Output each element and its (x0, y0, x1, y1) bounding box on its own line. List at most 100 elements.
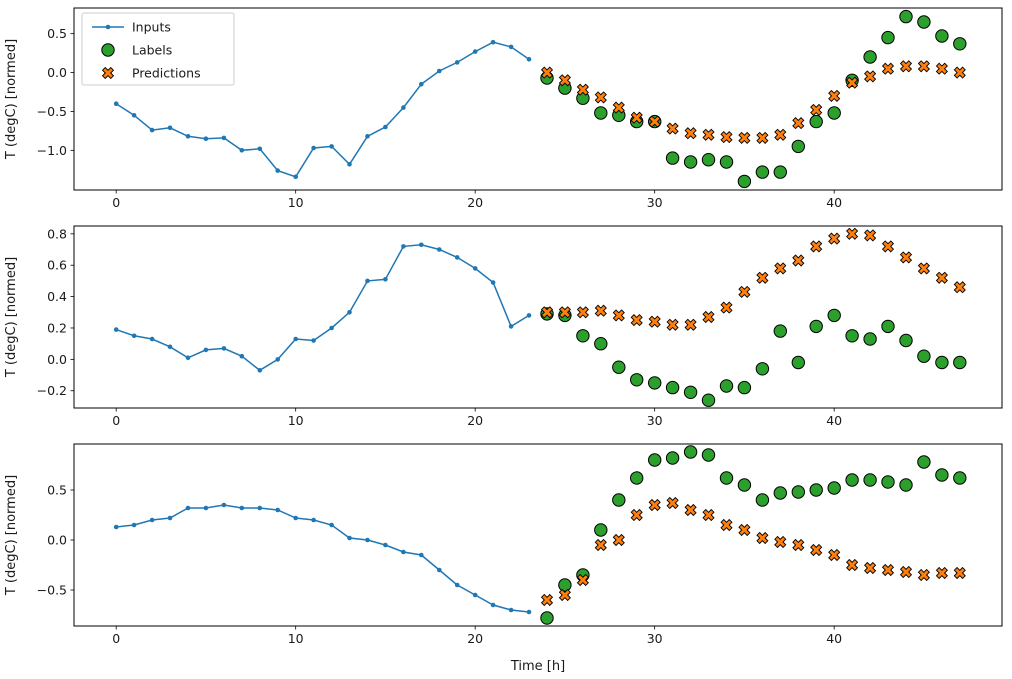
input-point-marker (526, 313, 532, 318)
prediction-x-marker (540, 66, 554, 79)
prediction-x-marker (864, 229, 877, 242)
prediction-x-marker (774, 535, 787, 549)
y-tick-label: −0.5 (37, 583, 67, 598)
label-circle-marker (791, 139, 805, 154)
x-tick-label: 20 (467, 195, 483, 210)
label-circle-marker (540, 611, 554, 625)
label-circle-marker (773, 486, 787, 500)
prediction-x-marker (828, 548, 841, 562)
label-circle-marker (719, 379, 734, 393)
input-point-marker (419, 81, 424, 87)
input-point-marker (437, 567, 442, 573)
prediction-x-marker (648, 315, 661, 328)
label-circle-marker (648, 453, 662, 467)
input-point-marker (419, 242, 424, 248)
label-circle-marker (791, 485, 805, 499)
label-circle-marker (755, 493, 770, 507)
input-point-marker (526, 609, 532, 615)
label-circle-marker (935, 29, 949, 43)
input-point-marker (221, 346, 227, 351)
label-circle-marker (809, 483, 823, 497)
subplot-1-canvas: 0 10 20 30 40 0.5 0.0 −0.5 −1.0 T (degC) [normed]… (4, 7, 1003, 210)
labels-series (540, 445, 967, 625)
label-circle-marker (845, 473, 859, 487)
prediction-x-marker (935, 566, 948, 580)
input-point-marker (221, 135, 227, 141)
prediction-x-marker (953, 566, 966, 580)
x-tick-label: 0 (112, 413, 120, 428)
axes-frame (73, 443, 1003, 627)
label-circle-marker (576, 329, 590, 343)
label-circle-marker (899, 333, 913, 348)
input-point-marker (401, 244, 406, 249)
x-tick-label: 10 (288, 413, 304, 428)
prediction-x-marker (612, 533, 625, 547)
x-axis-label: Time [h] (510, 659, 565, 674)
label-circle-marker (953, 37, 967, 51)
input-point-marker (365, 278, 370, 284)
legend-labels-circle-icon (101, 43, 115, 57)
prediction-x-marker (881, 62, 895, 75)
label-circle-marker (737, 174, 752, 189)
prediction-x-marker (810, 103, 823, 116)
input-point-marker (526, 57, 532, 62)
label-circle-marker (594, 523, 608, 537)
prediction-x-marker (899, 251, 913, 264)
x-tick-label: 0 (112, 195, 120, 210)
prediction-x-marker (612, 309, 625, 322)
prediction-x-marker (702, 310, 715, 324)
label-circle-marker (809, 114, 823, 129)
input-point-marker (472, 266, 478, 271)
prediction-x-marker (720, 131, 733, 144)
subplot-1: 0 10 20 30 40 0.5 0.0 −0.5 −1.0 T (degC) [normed]… (0, 0, 1012, 218)
prediction-x-marker (917, 60, 930, 73)
input-point-marker (239, 505, 245, 511)
input-point-marker (131, 113, 137, 118)
input-point-marker (329, 144, 334, 149)
prediction-x-marker (864, 561, 877, 575)
subplot-3: 0 10 20 30 40 0.5 0.0 −0.5 T (degC) [normed] Time… (0, 436, 1012, 679)
predictions-series (540, 60, 966, 144)
input-point-marker (365, 134, 370, 139)
input-point-marker (365, 537, 370, 543)
label-circle-marker (737, 380, 752, 395)
input-point-marker (293, 174, 299, 180)
input-point-marker (347, 535, 352, 541)
label-circle-marker (935, 468, 949, 482)
prediction-x-marker (917, 568, 930, 582)
label-circle-marker (665, 151, 680, 165)
input-point-marker (401, 105, 406, 110)
prediction-x-marker (881, 240, 895, 253)
prediction-x-marker (953, 66, 966, 79)
input-point-marker (257, 146, 263, 152)
prediction-x-marker (738, 131, 751, 144)
input-point-marker (167, 125, 173, 131)
prediction-x-marker (792, 117, 805, 130)
legend-predictions-x-icon (101, 66, 115, 80)
prediction-x-marker (774, 128, 787, 141)
input-point-marker (113, 524, 119, 530)
prediction-x-marker (774, 262, 787, 275)
input-point-marker (329, 325, 334, 331)
input-point-marker (454, 255, 460, 260)
prediction-x-marker (899, 565, 913, 579)
prediction-x-marker (864, 70, 877, 83)
prediction-x-marker (576, 573, 589, 587)
label-circle-marker (665, 380, 680, 395)
input-point-marker (311, 338, 316, 343)
prediction-x-marker (899, 60, 913, 73)
label-circle-marker (827, 106, 841, 120)
prediction-x-marker (935, 271, 948, 284)
label-circle-marker (845, 329, 859, 343)
input-point-marker (311, 145, 316, 151)
label-circle-marker (683, 385, 698, 400)
input-point-marker (185, 134, 191, 139)
input-point-marker (437, 247, 442, 252)
input-point-marker (167, 344, 173, 350)
prediction-x-marker (648, 115, 661, 128)
label-circle-marker (719, 471, 734, 485)
label-circle-marker (935, 355, 949, 370)
prediction-x-marker (612, 101, 625, 114)
prediction-x-marker (720, 301, 733, 314)
input-point-marker (383, 124, 388, 130)
